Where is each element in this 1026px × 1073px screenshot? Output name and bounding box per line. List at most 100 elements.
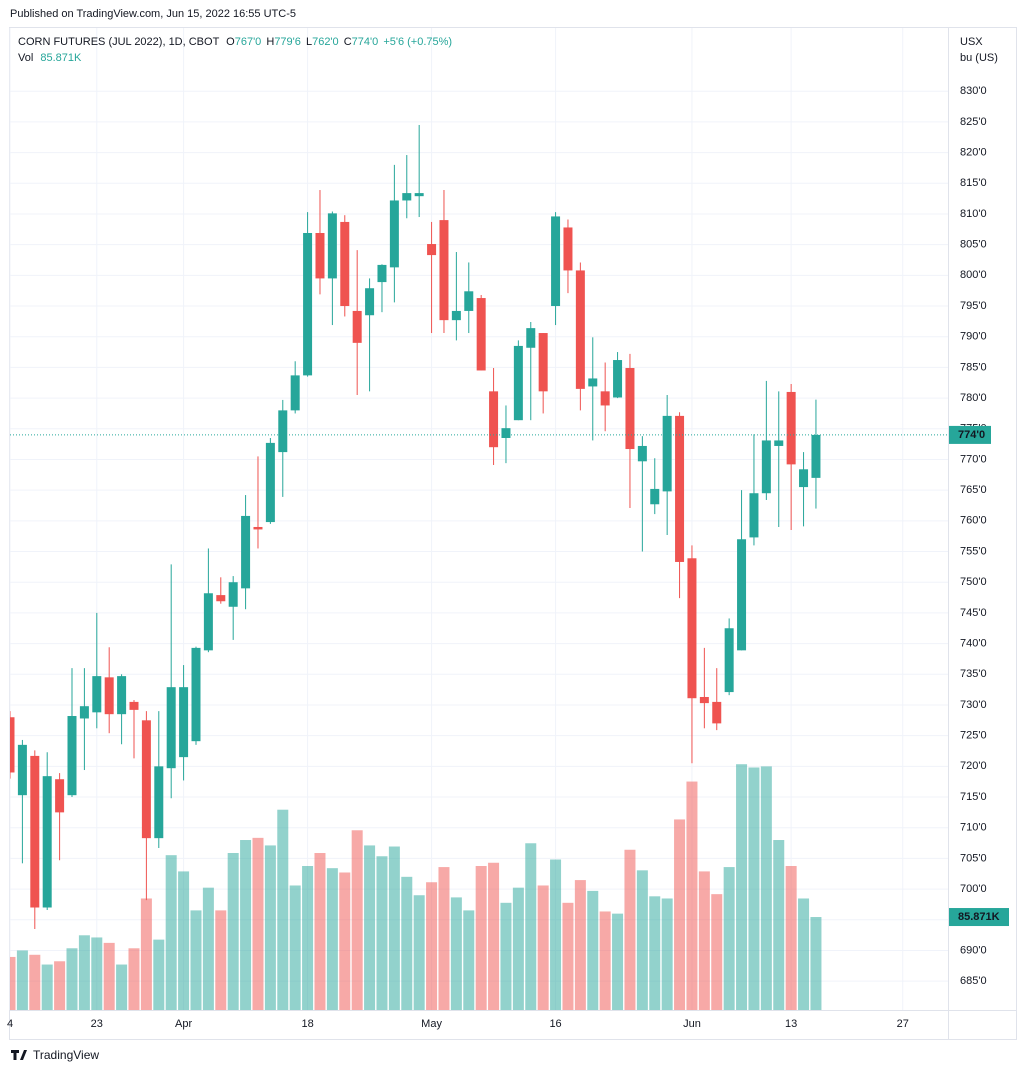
volume-bar [525, 843, 537, 1010]
volume-bar [426, 882, 438, 1010]
y-tick-label: 805'0 [960, 239, 987, 251]
volume-bar [413, 895, 425, 1010]
y-tick-label: 690'0 [960, 944, 987, 956]
volume-bar [376, 856, 388, 1010]
candle-body [154, 766, 164, 839]
candle-body [402, 193, 412, 201]
title: CORN FUTURES (JUL 2022), 1D, CBOT [18, 36, 220, 48]
candle-body [538, 333, 548, 392]
volume-bar [16, 950, 28, 1010]
y-tick-label: 750'0 [960, 576, 987, 588]
legend: CORN FUTURES (JUL 2022), 1D, CBOT O767'0… [18, 36, 452, 48]
candle-body [439, 220, 449, 321]
volume-bar [29, 954, 41, 1010]
last-price-label: 774'0 [958, 429, 985, 441]
candle-body [712, 701, 722, 724]
published: Published on TradingView.com, Jun 15, 20… [10, 8, 296, 20]
candle-body [526, 328, 536, 348]
volume-bar [711, 894, 723, 1010]
volume-bar [785, 866, 797, 1010]
candle-body [55, 779, 65, 813]
candle-body [575, 270, 585, 389]
volume-bar [252, 837, 264, 1010]
volume-bar [438, 867, 450, 1010]
candle-body [377, 264, 387, 283]
h-letter: H [266, 36, 274, 48]
candle-body [365, 288, 375, 316]
volume-bar [624, 849, 636, 1010]
x-tick-label: 13 [785, 1018, 797, 1030]
volume-bar [54, 961, 66, 1010]
candle-body [687, 558, 697, 699]
candle-body [327, 213, 337, 279]
volume-bar [41, 964, 53, 1010]
volume-bar [190, 910, 202, 1010]
volume-bar [388, 846, 400, 1010]
candle-body [675, 415, 685, 562]
y-tick-label: 780'0 [960, 392, 987, 404]
candle-body [799, 469, 809, 488]
unit: USX [960, 36, 983, 48]
h-value: 779'6 [274, 36, 301, 48]
candle-body [104, 677, 114, 715]
candle-body [203, 593, 213, 651]
candle-body [228, 582, 238, 607]
candle-body [662, 415, 672, 492]
y-tick-label: 815'0 [960, 177, 987, 189]
candle-body [513, 345, 523, 421]
candle-body [724, 628, 734, 693]
volume-bar [723, 867, 735, 1010]
candle-body [588, 378, 598, 387]
candle-body [241, 515, 251, 589]
x-tick-label: 4 [7, 1018, 13, 1030]
last-volume-badge [949, 908, 1009, 927]
y-tick-label: 730'0 [960, 699, 987, 711]
y-tick-label: 795'0 [960, 300, 987, 312]
volume-bar [153, 939, 165, 1010]
volume-bar [351, 830, 363, 1010]
l-letter: L [306, 36, 312, 48]
y-tick-label: 700'0 [960, 883, 987, 895]
y-tick-label: 830'0 [960, 85, 987, 97]
candle-body [650, 488, 660, 505]
last-volume-label: 85.871K [958, 911, 1000, 923]
volume-bar [264, 845, 276, 1010]
candle-body [774, 440, 784, 446]
y-tick-label: 745'0 [960, 607, 987, 619]
candles [10, 124, 948, 929]
candle-body [414, 193, 424, 197]
y-tick-label: 800'0 [960, 269, 987, 281]
volume-bar [10, 956, 16, 1010]
y-tick-label: 710'0 [960, 822, 987, 834]
candle-body [464, 291, 474, 311]
last-price-badge [949, 425, 991, 444]
volume-bar [314, 853, 326, 1010]
candle-body [811, 434, 821, 478]
volume-bar [91, 937, 103, 1010]
candle-body [30, 755, 40, 908]
x-tick-label: 18 [301, 1018, 313, 1030]
volume-bar [302, 866, 314, 1010]
x-tick-label: Apr [175, 1018, 192, 1030]
volume-bar [364, 845, 376, 1010]
volume-bar [661, 898, 673, 1010]
y-tick-label: 720'0 [960, 760, 987, 772]
volume-bar [798, 898, 810, 1010]
candle-body [179, 687, 189, 758]
candle-body [92, 676, 102, 713]
y-tick-label: 685'0 [960, 975, 987, 987]
volume-bar [227, 853, 239, 1010]
candle-body [600, 391, 610, 406]
candle-body [489, 391, 499, 448]
y-tick-label: 790'0 [960, 331, 987, 343]
volume-bar [636, 870, 648, 1010]
volume-bar [736, 764, 748, 1010]
volume-bar [463, 910, 475, 1010]
volume-value: 85.871K [40, 52, 82, 64]
y-tick-label: 755'0 [960, 545, 987, 557]
c-letter: C [344, 36, 352, 48]
x-tick-label: 16 [549, 1018, 561, 1030]
candle-body [389, 200, 399, 268]
volume-bar [500, 902, 512, 1010]
